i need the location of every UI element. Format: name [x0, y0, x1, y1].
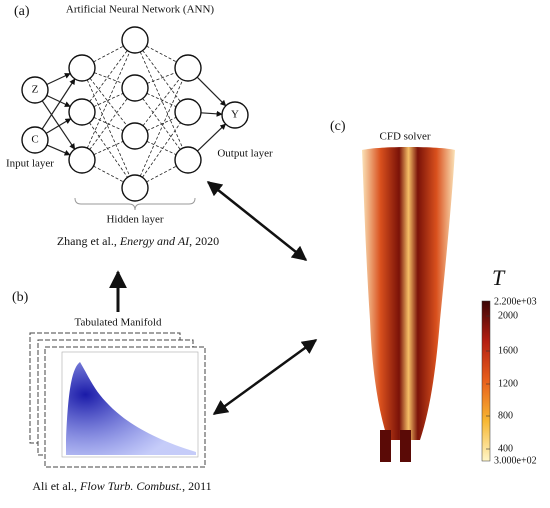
connection [93, 165, 124, 183]
connection [196, 123, 227, 152]
connection [41, 78, 76, 130]
network [21, 26, 249, 202]
colorbar-tick-label: 1200 [498, 378, 518, 389]
neuron [121, 26, 149, 54]
connection [139, 79, 184, 177]
citation: Ali et al., Flow Turb. Combust., 2011 [32, 479, 211, 493]
layer-label: Output layer [217, 148, 273, 160]
connection [93, 140, 124, 156]
connection [146, 45, 177, 63]
panel-label: (c) [330, 119, 346, 134]
connection [142, 50, 181, 102]
year: , 2020 [189, 234, 219, 248]
neuron [68, 54, 96, 82]
connection [41, 100, 76, 150]
flame [362, 147, 455, 440]
connection [142, 122, 181, 178]
node-label: Z [32, 84, 39, 96]
connection [46, 94, 71, 108]
authors: Zhang et al., [57, 234, 117, 248]
brace [74, 197, 196, 211]
journal: Flow Turb. Combust. [79, 479, 182, 493]
panel-title: Tabulated Manifold [75, 317, 162, 329]
connection [86, 51, 131, 149]
connection [86, 79, 131, 177]
nozzle [380, 430, 391, 462]
panel-title: CFD solver [379, 131, 430, 143]
layer-label: Hidden layer [106, 214, 163, 226]
connection [146, 165, 177, 183]
node-label: C [31, 134, 38, 146]
layer-label: Input layer [6, 158, 54, 170]
connection [196, 76, 227, 107]
colorbar-tick-label: 1600 [498, 345, 518, 356]
arrow [206, 181, 308, 261]
connection [46, 72, 71, 86]
connection [89, 98, 128, 150]
colorbar-tick-label: 400 [498, 443, 513, 454]
neuron [221, 101, 249, 129]
connection [146, 116, 177, 132]
node-label: Y [231, 109, 239, 121]
neuron [121, 174, 149, 202]
connection [89, 50, 128, 102]
authors: Ali et al., [32, 479, 77, 493]
connection [146, 92, 177, 108]
neuron [174, 98, 202, 126]
journal: Energy and AI [119, 234, 190, 248]
connection [147, 72, 176, 84]
panel-label: (a) [14, 4, 30, 19]
plot-frame [61, 351, 199, 458]
panel-label: (b) [12, 290, 29, 305]
neuron [174, 146, 202, 174]
colorbar-max: 2.200e+03 [494, 296, 537, 307]
connection [94, 72, 123, 84]
colorbar-tick-label: 800 [498, 410, 513, 421]
colorbar [481, 300, 491, 462]
connection [46, 144, 71, 156]
arrow [212, 338, 318, 416]
neuron [21, 126, 49, 154]
scatter-cloud [66, 362, 196, 455]
connection [89, 122, 128, 178]
nozzle [400, 430, 411, 462]
neuron [121, 74, 149, 102]
colorbar-title: T [492, 265, 506, 290]
connection [146, 140, 177, 156]
connection [93, 45, 124, 63]
neuron [121, 122, 149, 150]
connection [89, 78, 128, 126]
colorbar-tick-label: 2000 [498, 310, 518, 321]
citation: Zhang et al., Energy and AI, 2020 [57, 234, 219, 248]
neuron [68, 146, 96, 174]
neuron [68, 98, 96, 126]
neuron [21, 76, 49, 104]
year: , 2011 [182, 479, 212, 493]
connection [200, 110, 223, 117]
connection [142, 78, 181, 126]
neuron [174, 54, 202, 82]
panel-title: Artificial Neural Network (ANN) [66, 4, 214, 16]
colorbar-min: 3.000e+02 [494, 455, 537, 466]
connection [45, 118, 72, 134]
